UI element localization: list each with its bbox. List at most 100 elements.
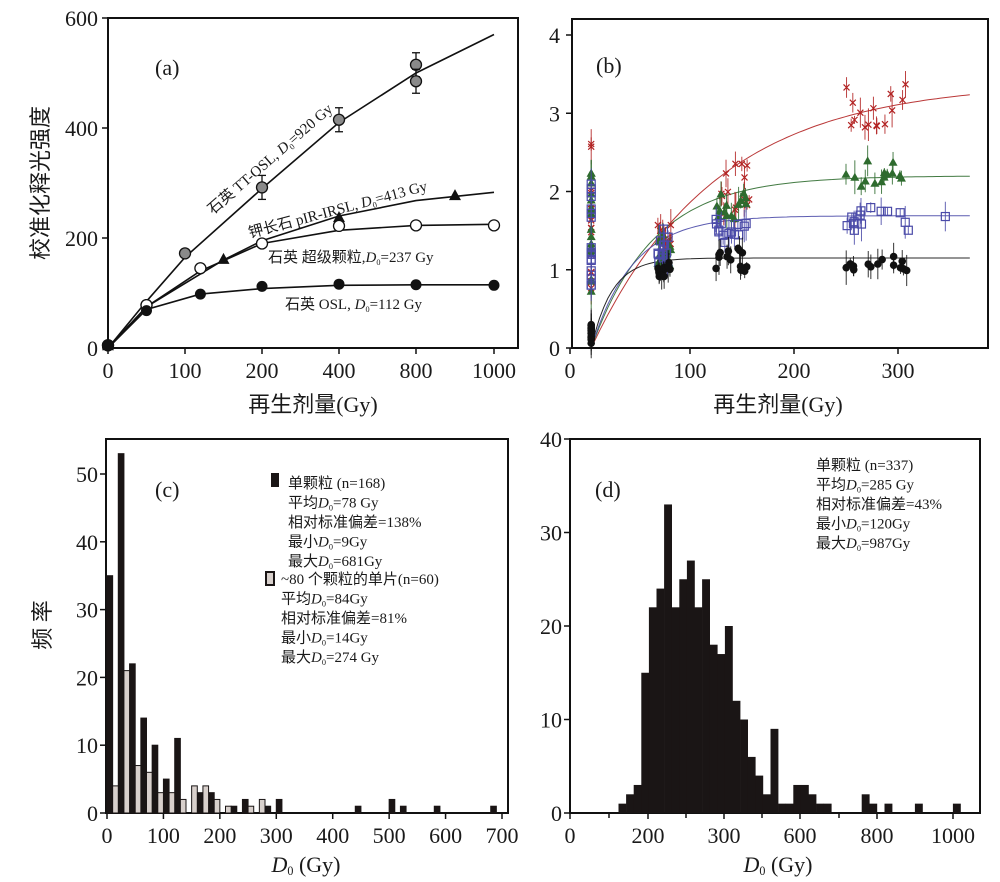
histogram-bar [208,792,215,814]
data-point [333,211,345,223]
data-point [899,96,906,104]
data-point [586,254,596,264]
data-point [194,288,206,300]
y-tick-label: 1 [549,258,560,283]
plot-frame [105,438,509,814]
fit-curve-green-triangle [590,175,970,349]
x-tick-label: 300 [708,823,741,848]
x-tick-label: 300 [882,358,915,383]
data-point [255,181,269,194]
histogram-bar [952,803,961,813]
data-point [726,256,735,264]
histogram-bar [354,805,362,814]
panel-label: (a) [155,55,179,80]
data-point [737,266,745,274]
data-point [899,265,908,273]
data-point [586,184,596,194]
histogram-bar [914,803,923,813]
data-point [724,228,734,238]
data-point [729,229,740,239]
histogram-bar [800,784,809,813]
data-point [940,211,950,222]
histogram-bar [816,803,824,813]
y-tick-label: 3 [549,101,560,126]
data-point [738,160,746,168]
data-point [714,225,724,235]
x-axis-label: 再生剂量(Gy) [713,392,843,417]
data-point [732,160,739,168]
histogram-bar [709,644,718,813]
histogram-bar [123,670,131,814]
x-tick-label: 400 [323,358,356,383]
data-point [332,219,346,233]
legend-text: 相对标准偏差=138% [288,514,421,531]
histogram-bar [202,785,210,814]
data-point [715,206,725,215]
y-tick-label: 200 [65,226,98,251]
annotation-text: 最小D0=120Gy [816,516,911,534]
histogram-bar [117,453,125,814]
legend-text: ~80 个颗粒的单片(n=60) [281,571,439,588]
histogram-bar [618,803,627,813]
histogram-bar [151,744,159,814]
data-point [722,170,730,177]
histogram-bar [225,805,232,814]
data-point [870,178,880,187]
plot-frame [107,17,519,349]
data-point [888,106,896,114]
data-point [716,248,724,257]
histogram-bar [174,737,181,814]
x-tick-label: 100 [169,358,202,383]
data-point [863,156,873,165]
histogram-bar [196,792,204,814]
histogram-bar [861,794,870,813]
histogram-bar [179,798,187,814]
histogram-bar [146,771,153,814]
data-point [739,221,749,231]
data-point [849,217,859,227]
histogram-bar [884,803,893,813]
histogram-bar [694,607,703,813]
plot-frame [571,18,989,349]
x-tick-label: 0 [565,358,576,383]
y-axis-label: 频 率 [30,600,55,650]
panel-label: (d) [595,477,621,502]
data-point [847,121,855,129]
histogram-bar [112,785,119,814]
histogram-bar [679,579,688,813]
data-point [876,206,886,216]
histogram-bar [264,805,272,814]
data-point [846,260,855,268]
histogram-bar [399,805,407,814]
x-tick-label: 100 [147,823,180,848]
y-tick-label: 10 [540,708,562,733]
x-tick-label: 100 [674,358,707,383]
data-point [194,262,207,275]
data-point [851,116,858,124]
histogram-bar [433,805,441,814]
data-point [741,173,748,181]
data-point [864,260,873,268]
histogram-bar [247,805,255,814]
legend-text: 平均D0=78 Gy [288,495,379,513]
data-point [896,173,906,182]
y-tick-label: 30 [76,598,98,623]
data-point [217,252,230,264]
data-point [898,257,907,266]
x-tick-label: 500 [373,823,406,848]
histogram-bar [823,803,832,813]
data-point [870,104,877,112]
y-tick-label: 0 [87,801,98,826]
legend-text: 相对标准偏差=81% [281,610,407,627]
data-point [873,121,880,129]
x-tick-label: 200 [246,358,279,383]
x-tick-label: 200 [203,823,236,848]
series-label-tt-osl: 石英 TT-OSL, D0=920 Gy [204,99,337,218]
annotation-text: 平均D0=285 Gy [816,477,915,495]
histogram-bar [732,700,741,813]
histogram-bar [648,607,657,813]
x-tick-label: 200 [632,823,665,848]
legend-text: 平均D0=84Gy [281,591,368,609]
data-point [332,113,346,126]
y-tick-label: 0 [87,336,98,361]
